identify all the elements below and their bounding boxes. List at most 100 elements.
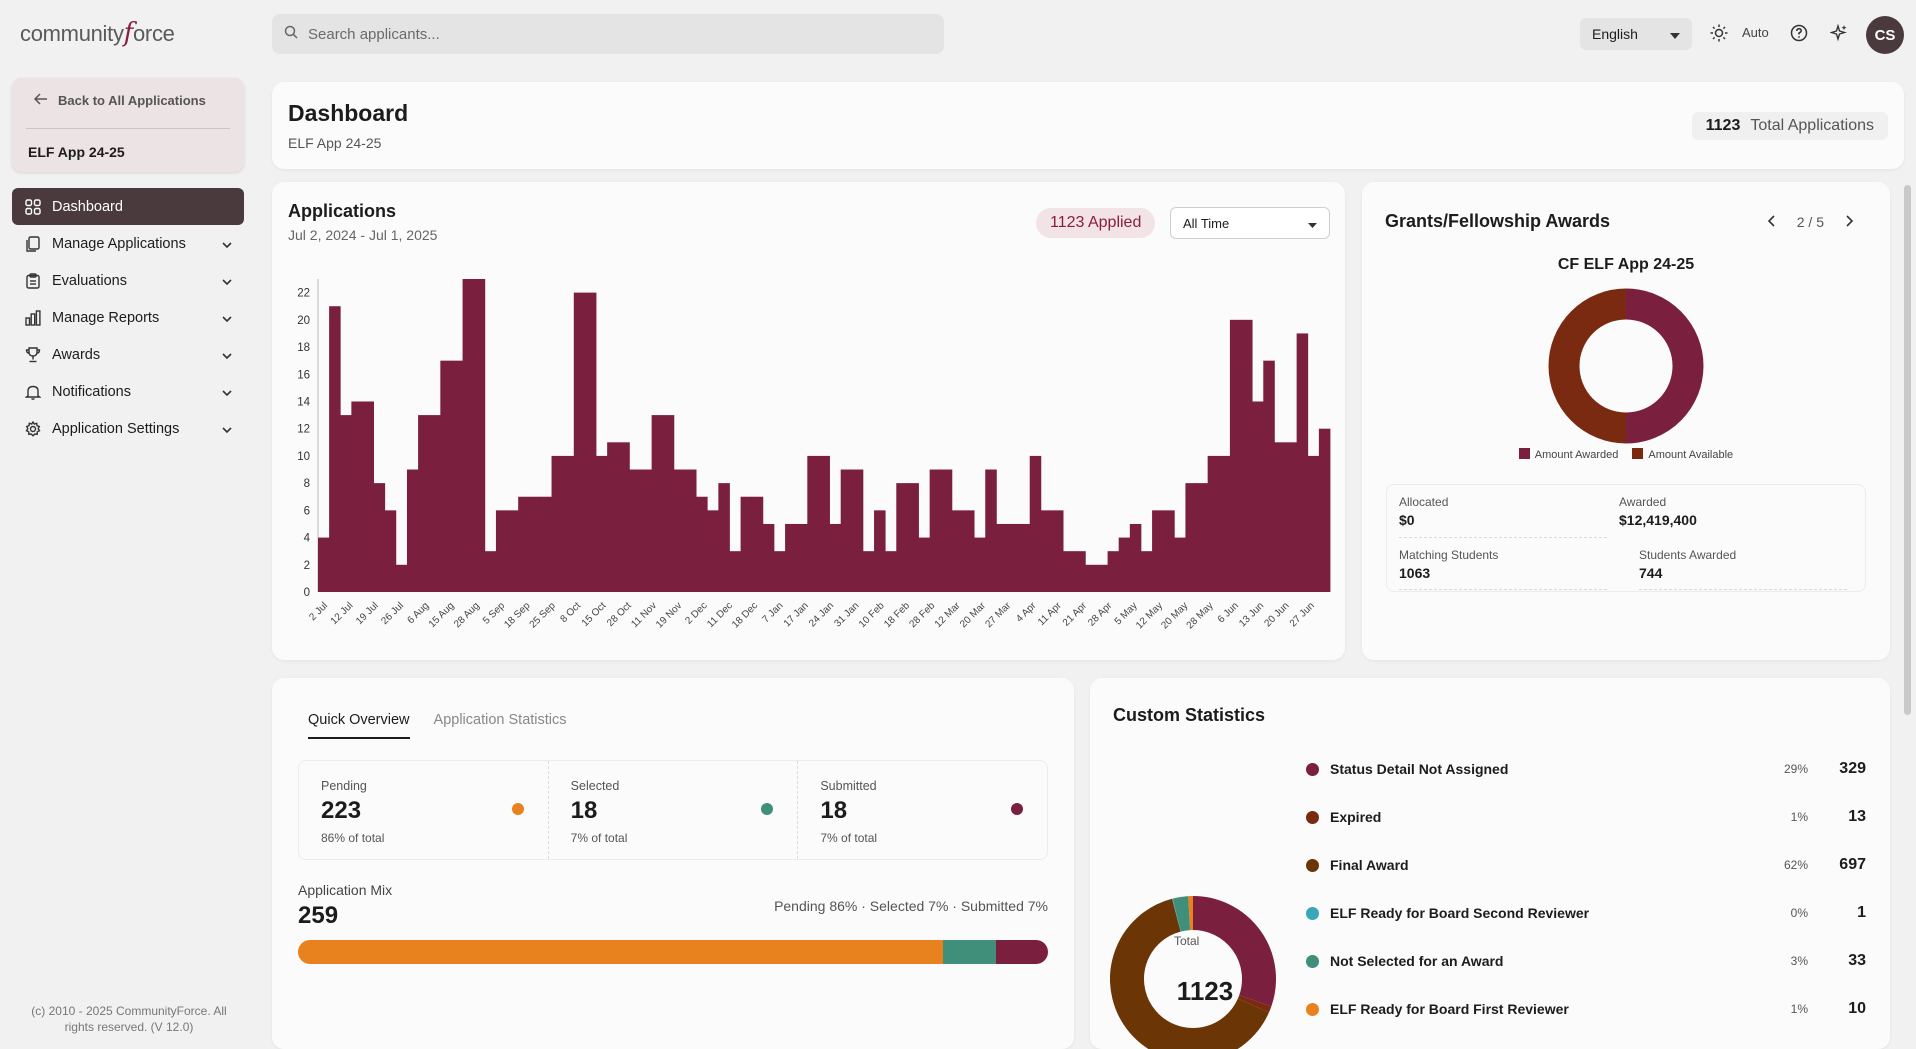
y-tick-label: 14 bbox=[297, 396, 310, 408]
custom-stat-row[interactable]: Final Award 62% 697 bbox=[1306, 854, 1866, 902]
trophy-icon bbox=[24, 346, 42, 364]
chart-bar bbox=[1096, 564, 1108, 592]
donut-slice-awarded bbox=[1625, 288, 1704, 444]
chart-bar bbox=[618, 442, 630, 592]
sidebar-item-application-settings[interactable]: Application Settings bbox=[12, 410, 244, 447]
custom-stat-label: Final Award bbox=[1330, 857, 1409, 873]
x-tick-label: 12 Jul bbox=[329, 600, 356, 627]
chart-bar bbox=[985, 469, 997, 592]
tab-application-statistics[interactable]: Application Statistics bbox=[433, 712, 567, 728]
custom-stat-percentage: 29% bbox=[1783, 762, 1808, 776]
x-tick-label: 12 May bbox=[1134, 600, 1165, 631]
chart-bar bbox=[785, 523, 797, 592]
sparkle-ai-icon[interactable] bbox=[1828, 22, 1850, 44]
user-avatar[interactable]: CS bbox=[1866, 16, 1904, 54]
y-tick-label: 4 bbox=[304, 533, 311, 545]
sidebar-item-awards[interactable]: Awards bbox=[12, 336, 244, 373]
stat-label: Pending bbox=[321, 779, 367, 793]
chart-bar bbox=[1274, 442, 1286, 592]
y-tick-label: 10 bbox=[297, 451, 310, 463]
mix-segment-selected bbox=[943, 940, 996, 964]
back-to-all-applications-link[interactable]: Back to All Applications bbox=[33, 93, 206, 108]
x-tick-label: 2 Jul bbox=[307, 600, 330, 623]
status-dot bbox=[1306, 955, 1319, 968]
x-tick-label: 27 Jun bbox=[1288, 600, 1317, 629]
grants-subtitle: CF ELF App 24-25 bbox=[1557, 256, 1695, 273]
chevron-left-icon[interactable] bbox=[1767, 214, 1775, 230]
sidebar-item-label: Awards bbox=[52, 346, 101, 363]
chart-bar bbox=[484, 551, 497, 592]
grid-icon bbox=[24, 198, 42, 216]
chart-bar bbox=[1307, 455, 1320, 592]
donut-slice bbox=[1192, 896, 1276, 1007]
y-tick-label: 2 bbox=[304, 560, 310, 572]
chart-bar bbox=[718, 483, 730, 592]
custom-stat-label: ELF Ready for Board First Reviewer bbox=[1330, 1001, 1569, 1017]
custom-statistics-list: Status Detail Not Assigned 29% 329 Expired 1… bbox=[1306, 758, 1866, 1046]
custom-stat-percentage: 62% bbox=[1783, 858, 1808, 872]
theme-mode-label[interactable]: Auto bbox=[1742, 25, 1769, 40]
stat-value: 18 bbox=[820, 797, 848, 824]
divider bbox=[1399, 589, 1607, 590]
grants-stats-box: Allocated $0 Awarded $12,419,400 Matching … bbox=[1386, 484, 1866, 592]
chart-bar bbox=[1051, 510, 1064, 592]
status-dot bbox=[1011, 803, 1024, 815]
y-tick-label: 0 bbox=[304, 587, 310, 599]
grants-pager: 2 / 5 bbox=[1767, 214, 1854, 230]
communityforce-logo[interactable]: communityforce bbox=[20, 18, 175, 48]
language-select[interactable]: English bbox=[1580, 18, 1692, 50]
chart-bar bbox=[963, 510, 975, 592]
stat-label: Submitted bbox=[820, 779, 877, 793]
help-icon[interactable] bbox=[1788, 22, 1810, 44]
divider bbox=[1639, 589, 1847, 590]
custom-stat-row[interactable]: ELF Ready for Board First Reviewer 1% 10 bbox=[1306, 998, 1866, 1046]
sun-icon[interactable] bbox=[1708, 22, 1730, 44]
x-tick-label: 28 Feb bbox=[908, 600, 938, 630]
application-mix-label: Application Mix bbox=[298, 882, 393, 898]
chart-bar bbox=[640, 469, 653, 592]
sidebar-item-manage-applications[interactable]: Manage Applications bbox=[12, 225, 244, 262]
sidebar-item-manage-reports[interactable]: Manage Reports bbox=[12, 299, 244, 336]
y-tick-label: 12 bbox=[297, 424, 310, 436]
chart-bar bbox=[1296, 333, 1309, 592]
chart-bar bbox=[1140, 551, 1153, 592]
sidebar-item-notifications[interactable]: Notifications bbox=[12, 373, 244, 410]
sidebar-item-label: Manage Applications bbox=[52, 235, 186, 252]
chart-bar bbox=[351, 401, 363, 592]
x-tick-label: 28 Oct bbox=[605, 600, 634, 629]
custom-stat-row[interactable]: Not Selected for an Award 3% 33 bbox=[1306, 950, 1866, 998]
chevron-right-icon[interactable] bbox=[1846, 214, 1854, 230]
chart-bar bbox=[340, 415, 352, 592]
x-tick-label: 25 Sep bbox=[528, 600, 558, 630]
chart-bar bbox=[373, 483, 386, 592]
donut-total-label: Total bbox=[1174, 934, 1200, 948]
chart-bar bbox=[1318, 428, 1331, 592]
page-scrollbar[interactable] bbox=[1904, 185, 1911, 715]
period-select[interactable]: All Time bbox=[1170, 207, 1330, 239]
bell-icon bbox=[24, 383, 42, 401]
chart-bar bbox=[851, 469, 864, 592]
x-tick-label: 31 Jan bbox=[832, 600, 861, 629]
donut-slice bbox=[1110, 898, 1269, 1049]
documents-icon bbox=[24, 235, 42, 253]
page-title: Dashboard bbox=[288, 100, 409, 126]
x-tick-label: 17 Jan bbox=[782, 600, 811, 629]
chart-bar bbox=[951, 510, 964, 592]
custom-stat-row[interactable]: Status Detail Not Assigned 29% 329 bbox=[1306, 758, 1866, 806]
x-tick-label: 18 Dec bbox=[730, 600, 760, 630]
x-tick-label: 4 Apr bbox=[1014, 600, 1039, 625]
sidebar-item-evaluations[interactable]: Evaluations bbox=[12, 262, 244, 299]
search-input[interactable] bbox=[308, 25, 908, 43]
y-tick-label: 8 bbox=[304, 478, 310, 490]
copyright-text: (c) 2010 - 2025 CommunityForce. All righ… bbox=[31, 1004, 227, 1034]
sidebar-item-dashboard[interactable]: Dashboard bbox=[12, 188, 244, 225]
chart-bar bbox=[996, 523, 1008, 592]
custom-stat-row[interactable]: Expired 1% 13 bbox=[1306, 806, 1866, 854]
chart-bar bbox=[974, 537, 986, 592]
chart-bar bbox=[874, 510, 886, 592]
custom-stat-row[interactable]: ELF Ready for Board Second Reviewer 0% 1 bbox=[1306, 902, 1866, 950]
chevron-down-icon bbox=[222, 421, 232, 437]
custom-stats-donut-chart bbox=[1110, 896, 1276, 1049]
chart-bar bbox=[495, 510, 508, 592]
tab-quick-overview[interactable]: Quick Overview bbox=[308, 712, 410, 739]
